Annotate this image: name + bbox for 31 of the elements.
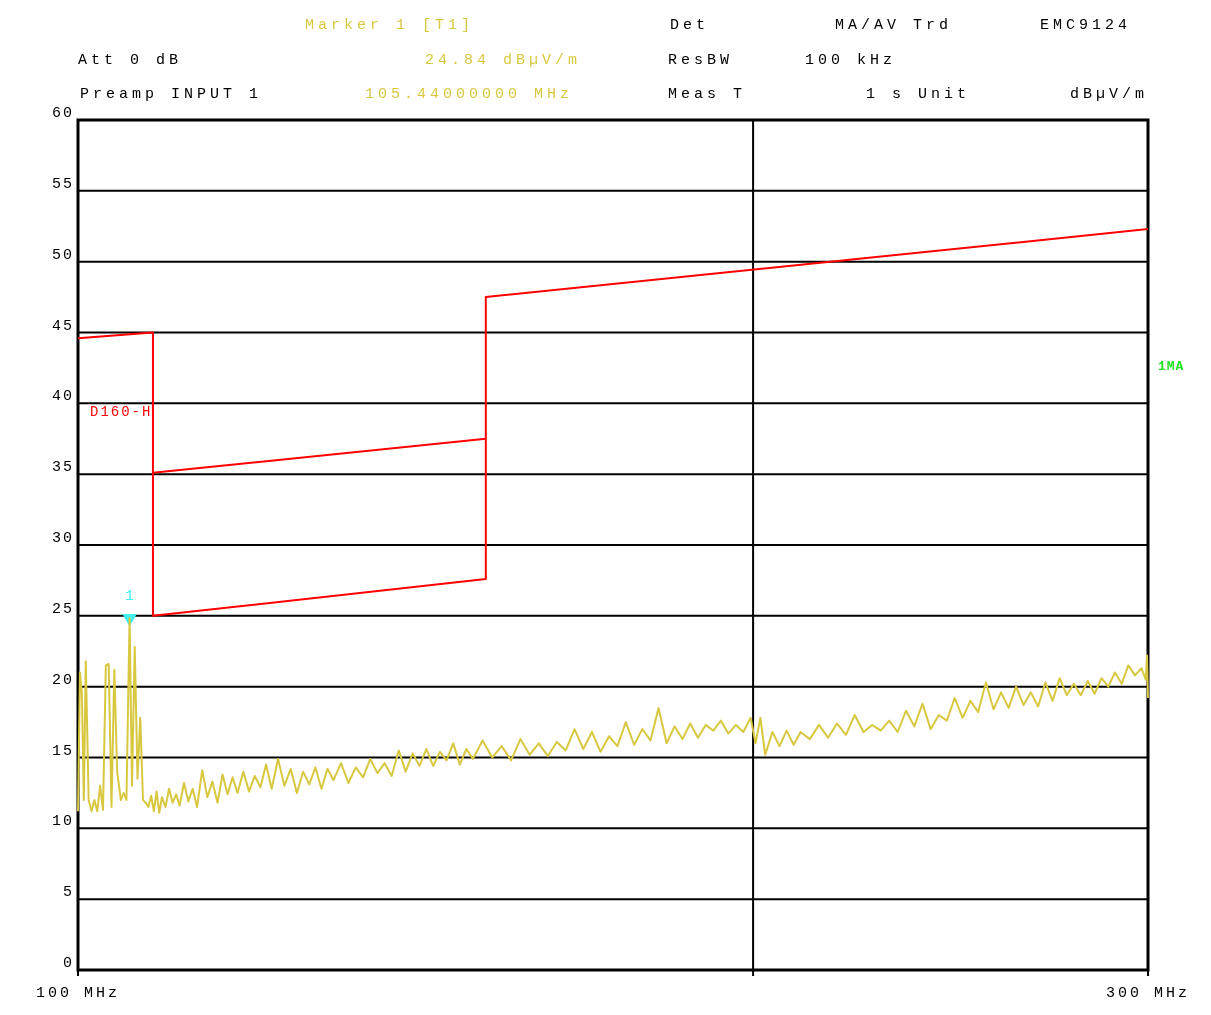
y-tick-label: 30 xyxy=(51,530,74,547)
y-tick-label: 35 xyxy=(51,459,74,477)
text: Att 0 dB xyxy=(78,52,183,69)
annotation: 1 xyxy=(125,588,135,606)
text: 1 s Unit xyxy=(866,86,971,103)
text: 24.84 dBµV/m xyxy=(425,52,582,69)
y-tick-label: 15 xyxy=(51,742,74,760)
text: ResBW xyxy=(668,52,734,69)
text: Meas T xyxy=(668,86,747,103)
y-tick-label: 50 xyxy=(51,246,74,264)
text: MA/AV Trd xyxy=(835,17,953,34)
y-tick-label: 20 xyxy=(51,671,74,689)
y-tick-label: 45 xyxy=(51,317,74,335)
x-tick-label: 300 MHz xyxy=(1105,985,1191,1002)
series-label: D160-H xyxy=(90,404,153,421)
y-tick-label: 25 xyxy=(51,600,74,618)
text: 105.44000000 MHz xyxy=(365,86,574,103)
text: dBµV/m xyxy=(1070,86,1149,103)
text: 100 kHz xyxy=(805,52,897,69)
y-tick-label: 10 xyxy=(51,813,74,831)
x-tick-label: 100 MHz xyxy=(35,985,121,1002)
y-tick-label: 5 xyxy=(62,884,74,902)
y-tick-label: 55 xyxy=(51,175,74,193)
y-tick-label: 0 xyxy=(62,955,74,972)
y-tick-label: 40 xyxy=(51,388,74,406)
text: Det xyxy=(670,17,710,34)
text: Marker 1 [T1] xyxy=(305,17,475,34)
text: EMC9124 xyxy=(1040,17,1132,34)
y-tick-label: 60 xyxy=(51,105,74,122)
text: Preamp INPUT 1 xyxy=(80,86,263,103)
text: 1MA xyxy=(1158,359,1185,374)
